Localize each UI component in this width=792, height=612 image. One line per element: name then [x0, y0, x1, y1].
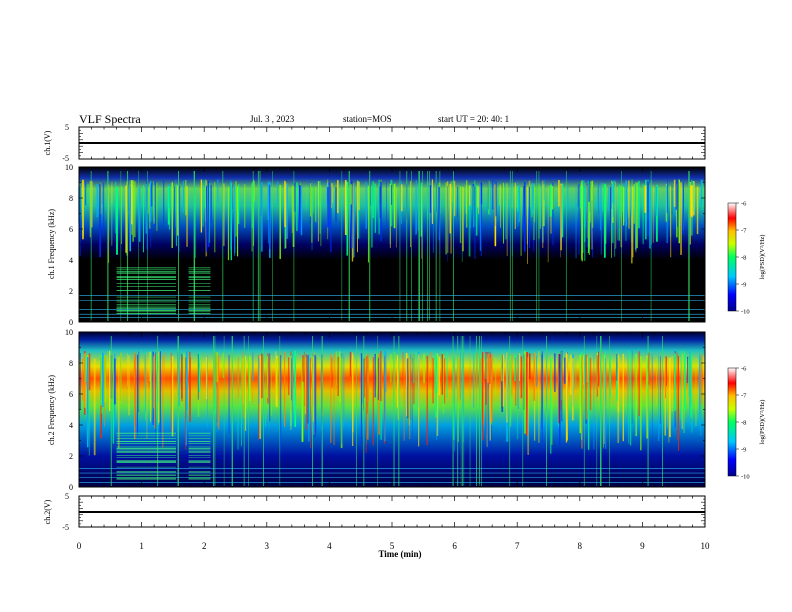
colorbar-1: -6 -7 -8 -9 -10 log(PSD)(V²/Hz) — [727, 201, 766, 316]
colorbar-2-gradient — [727, 367, 737, 477]
y-tick-label: 2 — [69, 287, 73, 296]
colorbar-tick-label: -6 — [741, 366, 747, 373]
spectrogram-2-ytick-labels: 0 2 4 6 8 10 — [65, 328, 73, 492]
colorbar-tick-label: -7 — [741, 228, 747, 235]
panel-ch2-waveform: 5 -5 ch.2(V) — [43, 492, 706, 532]
panel-ch2-spectrogram: 0 2 4 6 8 10 ch.2 Frequency (kHz) — [47, 328, 706, 492]
colorbar-2: -6 -7 -8 -9 -10 log(PSD)(V²/Hz) — [727, 366, 766, 481]
x-tick-label: 2 — [202, 541, 207, 551]
date-label: Jul. 3 , 2023 — [250, 114, 295, 124]
y-tick-label: 2 — [69, 452, 73, 461]
y-tick-label: 0 — [69, 483, 73, 492]
x-tick-label: 8 — [578, 541, 583, 551]
x-tick-label: 6 — [452, 541, 457, 551]
y-tick-label: 8 — [69, 194, 73, 203]
spectrogram-1-ylabel: ch.1 Frequency (kHz) — [47, 209, 56, 279]
colorbar-1-label: log(PSD)(V²/Hz) — [759, 235, 766, 280]
waveform-1-ticks — [78, 126, 706, 160]
colorbar-tick-label: -10 — [741, 474, 750, 481]
y-tick-label: 4 — [69, 256, 73, 265]
x-axis-tick-labels: 0 1 2 3 4 5 6 7 8 9 10 — [77, 541, 710, 551]
waveform-2-ylabel: ch.2(V) — [43, 499, 52, 524]
colorbar-tick-label: -9 — [741, 447, 746, 454]
spectrogram-2-ylabel: ch.2 Frequency (kHz) — [47, 375, 56, 445]
colorbar-tick-label: -9 — [741, 282, 746, 289]
panel-ch1-waveform: 5 -5 ch.1(V) — [43, 123, 706, 163]
panel-ch1-spectrogram: 0 2 4 6 8 10 ch.1 Frequency (kHz) — [47, 163, 706, 327]
y-tick-label: 8 — [69, 359, 73, 368]
colorbar-tick-label: -8 — [741, 255, 746, 262]
y-tick-label: 10 — [65, 328, 73, 337]
spectrogram-2-ticks — [78, 331, 706, 488]
station-label: station=MOS — [343, 114, 392, 124]
colorbar-2-tick-labels: -6 -7 -8 -9 -10 — [736, 366, 750, 481]
colorbar-tick-label: -7 — [741, 393, 747, 400]
waveform-1-ytick-top: 5 — [65, 123, 69, 132]
y-tick-label: 0 — [69, 318, 73, 327]
chart-title: VLF Spectra — [79, 112, 141, 126]
x-tick-label: 5 — [390, 541, 395, 551]
y-tick-label: 6 — [69, 390, 73, 399]
waveform-2-ticks — [78, 495, 706, 528]
waveform-2-ytick-top: 5 — [65, 492, 69, 501]
colorbar-1-gradient — [727, 202, 737, 312]
waveform-1-ytick-bottom: -5 — [62, 154, 69, 163]
colorbar-2-label: log(PSD)(V²/Hz) — [759, 400, 766, 445]
colorbar-tick-label: -8 — [741, 420, 746, 427]
waveform-2-ytick-bottom: -5 — [62, 523, 69, 532]
x-tick-label: 0 — [77, 541, 82, 551]
spectrogram-1-ytick-labels: 0 2 4 6 8 10 — [65, 163, 73, 327]
x-tick-label: 4 — [327, 541, 332, 551]
spectrogram-1-streaks — [78, 171, 705, 321]
colorbar-1-tick-labels: -6 -7 -8 -9 -10 — [736, 201, 750, 316]
y-tick-label: 4 — [69, 421, 73, 430]
colorbar-tick-label: -6 — [741, 201, 747, 208]
x-tick-label: 7 — [515, 541, 520, 551]
x-tick-label: 10 — [701, 541, 711, 551]
y-tick-label: 6 — [69, 225, 73, 234]
colorbar-tick-label: -10 — [741, 309, 750, 316]
x-tick-label: 1 — [139, 541, 144, 551]
spectrogram-1-ticks — [78, 166, 706, 323]
x-tick-label: 3 — [265, 541, 270, 551]
start-time-label: start UT = 20: 40: 1 — [438, 114, 510, 124]
y-tick-label: 10 — [65, 163, 73, 172]
x-axis-label: Time (min) — [378, 549, 421, 559]
x-tick-label: 9 — [640, 541, 645, 551]
waveform-1-ylabel: ch.1(V) — [43, 130, 52, 155]
